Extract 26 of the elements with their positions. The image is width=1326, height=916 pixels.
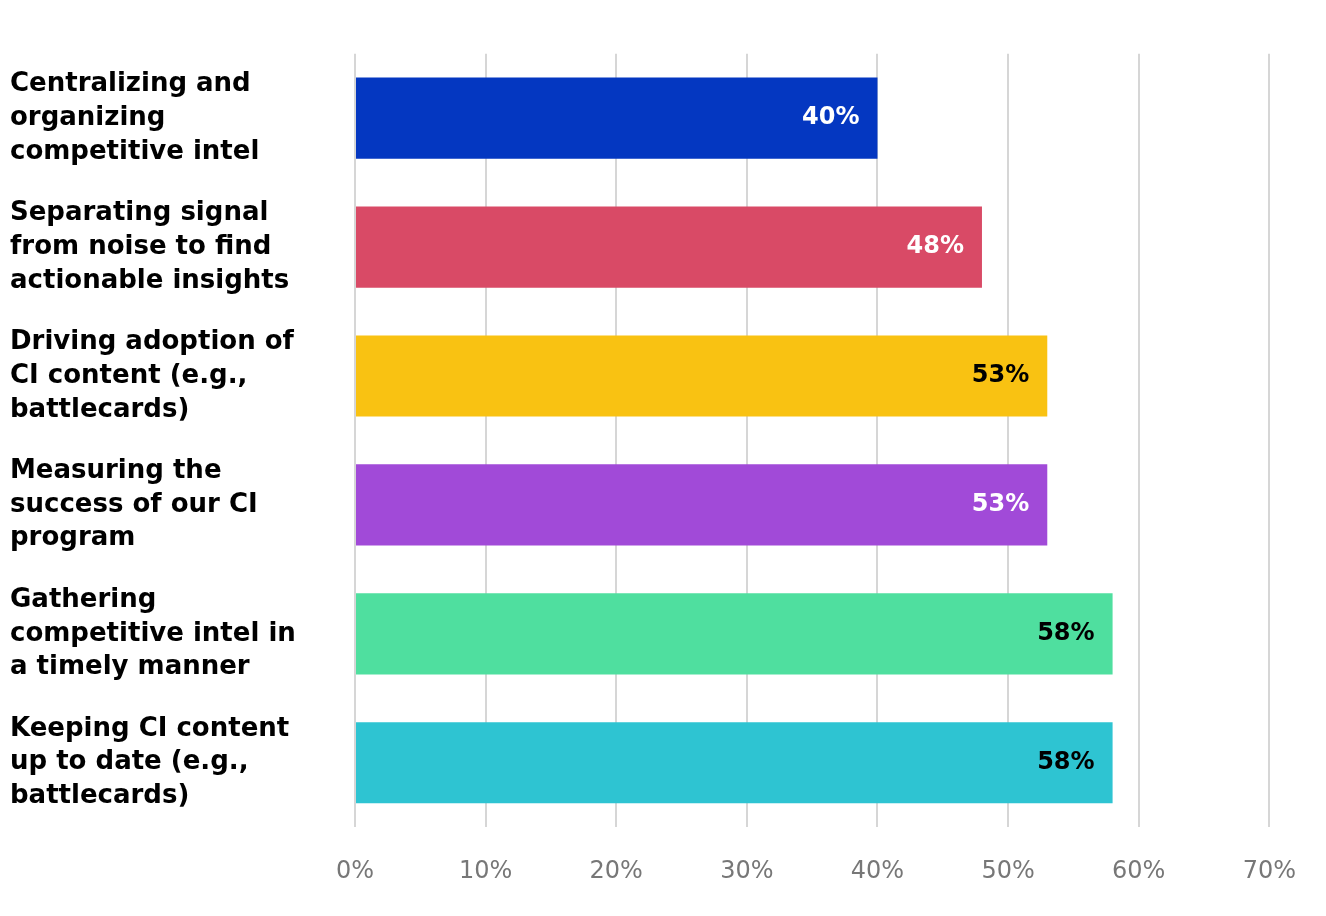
y-tick-label: Separating signal from noise to find actionable insights: [10, 196, 290, 294]
x-tick-label: 10%: [458, 855, 513, 884]
data-label: 53%: [971, 360, 1030, 389]
x-tick-label: 30%: [720, 855, 774, 884]
data-label: 53%: [971, 489, 1030, 518]
y-tick-label: Driving adoption of CI content (e.g., battlecards): [10, 324, 295, 423]
bar: [356, 335, 1048, 417]
x-tick-label: 40%: [850, 855, 905, 884]
bar: [356, 722, 1113, 804]
bar: [356, 593, 1113, 675]
x-tick-label: 50%: [981, 855, 1035, 884]
y-tick-label: Centralizing and organizing competitive intel: [10, 67, 260, 165]
data-label: 58%: [1037, 746, 1095, 775]
bar: [356, 464, 1048, 546]
bar: [356, 77, 878, 159]
x-tick-label: 60%: [1112, 855, 1166, 884]
data-label: 58%: [1037, 618, 1095, 647]
x-tick-label: 0%: [335, 855, 375, 884]
y-tick-label: Gathering competitive intel in a timely manner: [10, 582, 296, 681]
x-tick-label: 70%: [1242, 855, 1296, 884]
y-tick-label: Keeping CI content up to date (e.g., battlecards): [10, 711, 290, 810]
x-tick-label: 20%: [589, 855, 643, 884]
data-label: 40%: [802, 102, 860, 131]
y-tick-label: Measuring the success of our CI program: [10, 453, 258, 552]
bar: [356, 206, 982, 288]
data-label: 48%: [906, 231, 964, 260]
